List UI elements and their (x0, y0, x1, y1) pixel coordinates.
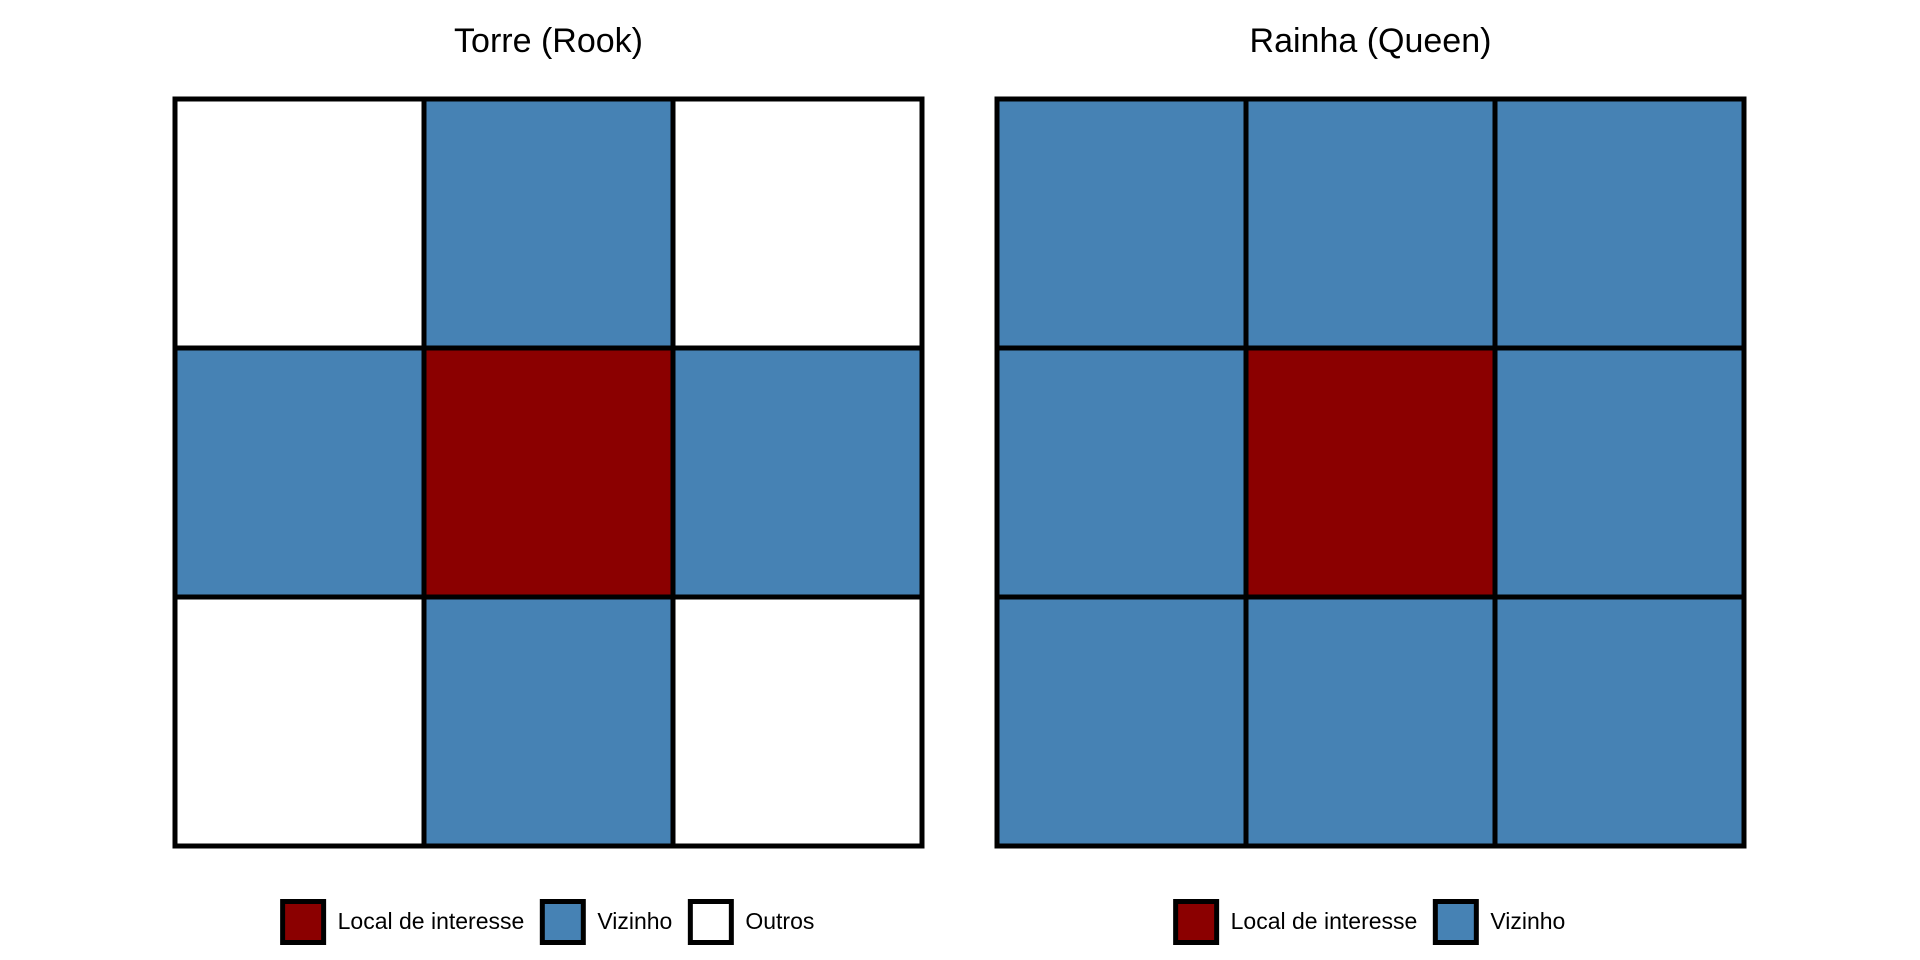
grid-cell (172, 594, 427, 849)
legend-swatch (539, 899, 586, 945)
grid-cell (994, 594, 1249, 849)
legend-label: Local de interesse (338, 908, 525, 934)
grid-cell (421, 96, 676, 351)
legend-swatch (1432, 899, 1479, 945)
panel-title: Rainha (Queen) (1250, 22, 1492, 60)
grid-cell (1243, 594, 1498, 849)
grid-cell (1492, 594, 1747, 849)
grid-cell (1492, 345, 1747, 600)
grid-cell (1243, 345, 1498, 600)
grid-cell (994, 96, 1249, 351)
grid-cell (421, 345, 676, 600)
legend-label: Vizinho (1490, 908, 1565, 934)
panel-title: Torre (Rook) (454, 22, 643, 60)
grid-cell (172, 96, 427, 351)
legend: Local de interesse Vizinho Outros (280, 899, 814, 945)
legend-swatch (1173, 899, 1220, 945)
legend-swatch (280, 899, 327, 945)
panel: Torre (Rook) Local de interesse Vizinho Out… (172, 22, 925, 945)
grid-cell (670, 345, 925, 600)
grid-cell (670, 594, 925, 849)
grid-cell (421, 594, 676, 849)
grid-cell (1492, 96, 1747, 351)
legend: Local de interesse Vizinho (1173, 899, 1565, 945)
legend-label: Outros (745, 908, 814, 934)
legend-swatch (687, 899, 734, 945)
legend-label: Vizinho (597, 908, 672, 934)
grid-cell (670, 96, 925, 351)
panel: Rainha (Queen) Local de interesse Vizinho (994, 22, 1747, 945)
grid-cell (1243, 96, 1498, 351)
grid-cell (172, 345, 427, 600)
grid-cell (994, 345, 1249, 600)
legend-label: Local de interesse (1231, 908, 1418, 934)
